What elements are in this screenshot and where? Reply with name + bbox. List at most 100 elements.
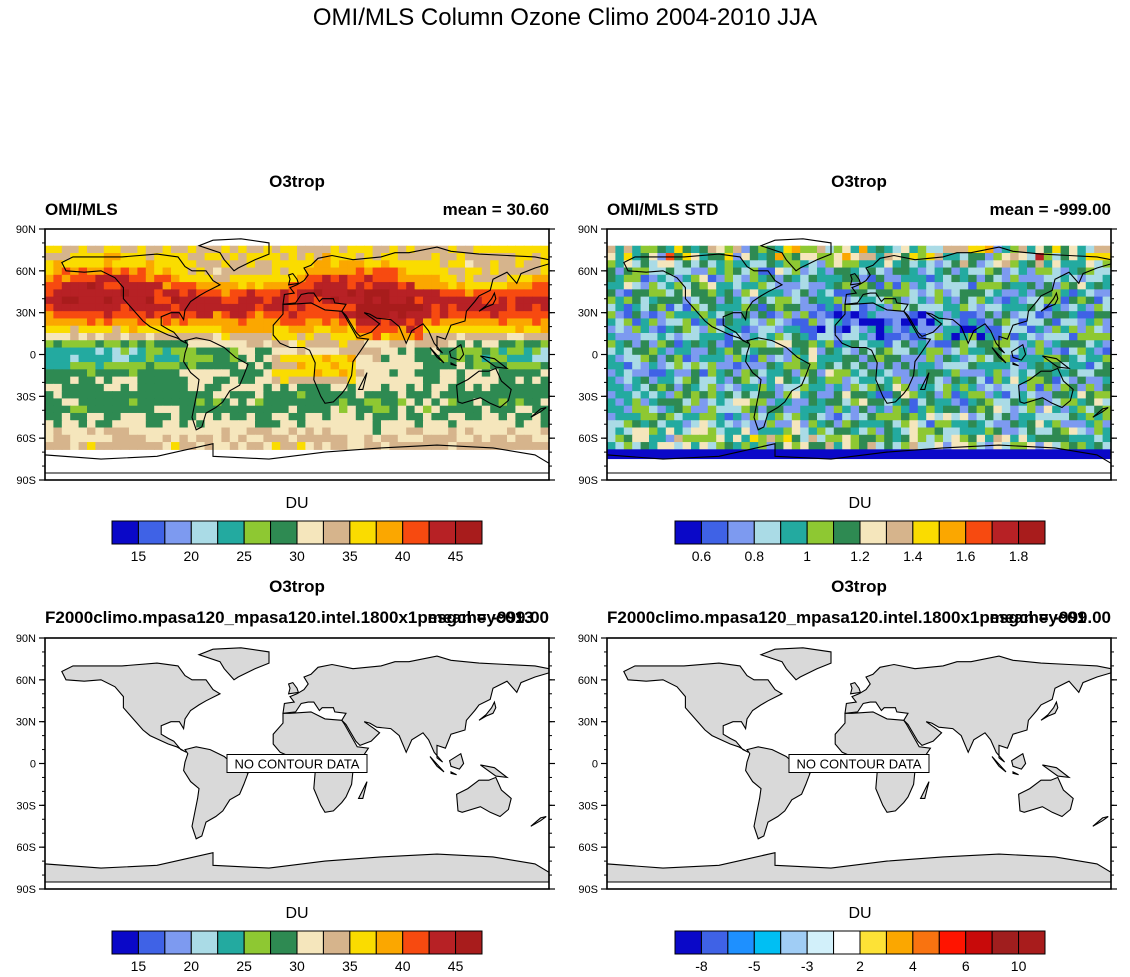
contour-cell	[833, 340, 843, 349]
contour-cell	[78, 282, 88, 290]
contour-cell	[355, 282, 365, 290]
contour-cell	[615, 376, 625, 385]
contour-cell	[406, 354, 416, 363]
contour-cell	[800, 427, 810, 436]
contour-cell	[162, 289, 172, 298]
contour-cell	[1010, 340, 1020, 349]
colorbar-box	[991, 930, 1020, 955]
contour-cell	[1027, 289, 1036, 298]
contour-cell	[204, 362, 214, 370]
contour-cell	[406, 434, 416, 443]
contour-cell	[213, 354, 222, 363]
colorbar-label: 45	[448, 958, 464, 974]
contour-cell	[213, 332, 222, 341]
contour-cell	[682, 405, 692, 414]
contour-cell	[909, 267, 919, 276]
contour-cell	[129, 412, 138, 421]
contour-cell	[976, 245, 986, 254]
panel-left-string: F2000climo.mpasa120_mpasa120.intel.1800x…	[45, 608, 534, 627]
contour-cell	[1043, 412, 1053, 421]
contour-cell	[800, 289, 810, 298]
contour-cell	[305, 369, 315, 378]
contour-cell	[699, 405, 709, 414]
contour-cell	[892, 383, 902, 392]
contour-cell	[53, 296, 63, 305]
contour-cell	[263, 274, 273, 283]
contour-cell	[892, 303, 902, 312]
contour-cell	[640, 383, 650, 392]
contour-cell	[364, 354, 374, 363]
contour-cell	[70, 362, 80, 370]
colorbar: 0.6 0.8 1 1.2 1.4 1.6 1.8	[674, 520, 1046, 564]
contour-cell	[70, 325, 80, 334]
contour-cell	[657, 260, 667, 269]
contour-cell	[322, 325, 332, 334]
contour-cell	[423, 383, 432, 392]
contour-cell	[305, 267, 315, 276]
contour-cell	[179, 282, 189, 290]
contour-cell	[699, 434, 709, 443]
contour-cell	[498, 296, 508, 305]
contour-cell	[951, 427, 961, 436]
contour-cell	[288, 260, 298, 269]
contour-cell	[95, 412, 105, 421]
contour-cell	[87, 282, 96, 290]
contour-cell	[297, 274, 306, 283]
contour-cell	[707, 282, 717, 290]
contour-cell	[901, 405, 910, 414]
contour-cell	[1027, 383, 1036, 392]
contour-cell	[665, 369, 675, 378]
contour-cell	[959, 253, 969, 261]
contour-cell	[665, 332, 675, 341]
contour-cell	[901, 420, 910, 429]
contour-cell	[649, 245, 658, 254]
contour-cell	[968, 260, 978, 269]
contour-cell	[162, 369, 172, 378]
contour-cell	[229, 434, 239, 443]
contour-cell	[397, 398, 407, 407]
contour-cell	[137, 318, 147, 327]
contour-cell	[766, 362, 776, 370]
contour-cell	[976, 332, 986, 341]
contour-cell	[724, 253, 734, 261]
contour-cell	[615, 354, 625, 363]
contour-cell	[154, 260, 164, 269]
contour-cell	[951, 267, 961, 276]
contour-cell	[817, 362, 826, 370]
contour-cell	[1102, 442, 1112, 450]
contour-cell	[305, 405, 315, 414]
contour-cell	[423, 398, 432, 407]
contour-cell	[313, 383, 323, 392]
contour-cell	[985, 253, 994, 261]
contour-cell	[758, 427, 768, 436]
contour-cell	[976, 274, 986, 283]
contour-cell	[523, 325, 533, 334]
contour-cell	[297, 405, 306, 414]
colorbar-label: 0.8	[745, 548, 765, 564]
contour-cell	[691, 340, 700, 349]
contour-cell	[1018, 405, 1028, 414]
contour-cell	[892, 376, 902, 385]
panel-left-string: F2000climo.mpasa120_mpasa120.intel.1800x…	[607, 608, 1087, 627]
contour-cell	[833, 253, 843, 261]
contour-cell	[431, 332, 441, 341]
contour-cell	[364, 332, 374, 341]
contour-cell	[632, 398, 642, 407]
contour-cell	[1052, 412, 1062, 421]
contour-cell	[414, 311, 424, 320]
contour-cell	[179, 405, 189, 414]
contour-cell	[615, 318, 625, 327]
colorbar-box	[965, 520, 993, 545]
contour-cell	[758, 405, 768, 414]
contour-cell	[229, 332, 239, 341]
contour-cell	[330, 412, 340, 421]
contour-cell	[288, 434, 298, 443]
contour-cell	[372, 332, 382, 341]
contour-cell	[1069, 354, 1078, 363]
contour-cell	[1060, 318, 1070, 327]
contour-cell	[733, 325, 742, 334]
contour-cell	[481, 274, 491, 283]
contour-cell	[389, 354, 399, 363]
contour-cell	[162, 354, 172, 363]
contour-cell	[162, 340, 172, 349]
